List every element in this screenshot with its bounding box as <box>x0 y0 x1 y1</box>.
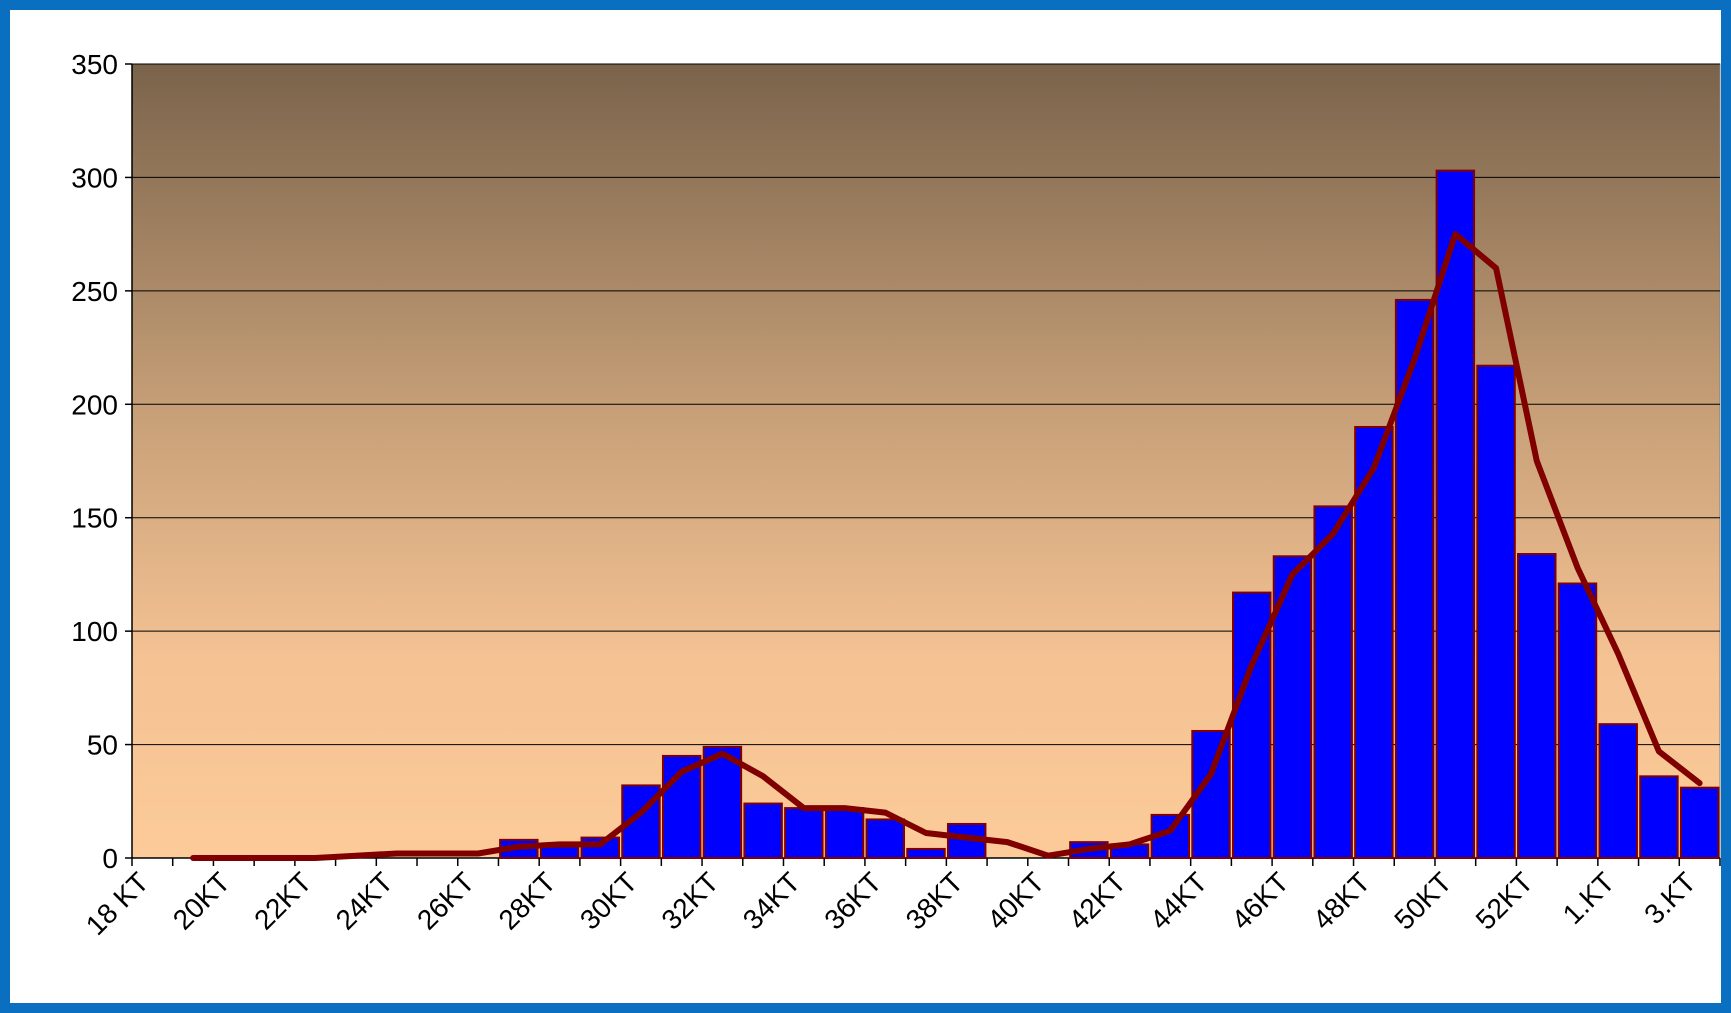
y-tick-label: 350 <box>71 49 118 80</box>
bar <box>743 802 783 859</box>
bar <box>824 807 865 860</box>
bar <box>1354 425 1394 859</box>
y-tick-label: 150 <box>71 503 118 534</box>
bar <box>661 754 702 860</box>
bar <box>1476 364 1516 859</box>
y-tick-label: 300 <box>71 162 118 193</box>
bar <box>1435 169 1476 859</box>
bar <box>784 807 824 860</box>
bar <box>1313 505 1353 859</box>
y-tick-label: 250 <box>71 276 118 307</box>
bar <box>1598 723 1638 860</box>
bar <box>1639 775 1679 859</box>
bar <box>865 818 906 859</box>
bar <box>1557 582 1598 859</box>
y-tick-label: 200 <box>71 389 118 420</box>
y-tick-label: 0 <box>102 843 118 874</box>
bar <box>906 847 946 860</box>
bar <box>539 845 580 860</box>
bar <box>702 745 743 860</box>
y-tick-label: 50 <box>87 730 118 761</box>
bar <box>1679 786 1720 859</box>
line <box>190 231 1703 861</box>
bar <box>1394 298 1435 859</box>
y-tick-label: 100 <box>71 616 118 647</box>
bar <box>1517 553 1557 859</box>
